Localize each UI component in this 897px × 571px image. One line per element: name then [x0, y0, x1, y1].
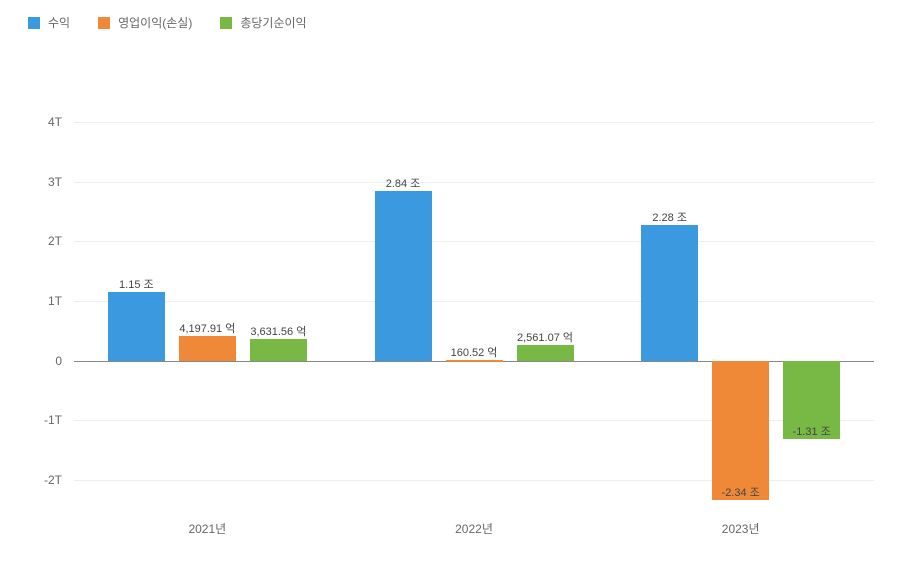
x-axis-label: 2023년	[722, 520, 760, 537]
legend-swatch-1	[98, 17, 110, 29]
bar-label: 2,561.07 억	[517, 329, 573, 345]
legend: 수익 영업이익(손실) 총당기순이익	[28, 14, 307, 31]
legend-swatch-0	[28, 17, 40, 29]
gridline	[74, 122, 874, 123]
bar[interactable]	[250, 339, 307, 361]
y-axis-label: -2T	[44, 473, 62, 487]
y-axis: 4T 3T 2T 1T 0 -1T -2T	[0, 110, 68, 510]
legend-item-0[interactable]: 수익	[28, 14, 70, 31]
bar-label: 2.84 조	[386, 175, 421, 191]
plot-area: 1.15 조 4,197.91 억 3,631.56 억 2.84 조 160.52 억…	[74, 110, 874, 510]
bar[interactable]	[108, 292, 165, 361]
bar-label: 2.28 조	[652, 209, 687, 225]
bar[interactable]	[641, 225, 698, 361]
bar[interactable]	[179, 336, 236, 361]
bar-label: -1.31 조	[793, 423, 831, 439]
x-axis-label: 2021년	[188, 520, 226, 537]
legend-item-2[interactable]: 총당기순이익	[220, 14, 306, 31]
x-axis-label: 2022년	[455, 520, 493, 537]
legend-swatch-2	[220, 17, 232, 29]
bar[interactable]	[375, 191, 432, 361]
x-axis: 2021년 2022년 2023년	[74, 520, 874, 540]
legend-label-1: 영업이익(손실)	[118, 14, 192, 31]
bar-label: 1.15 조	[119, 276, 154, 292]
bar[interactable]	[517, 345, 574, 360]
bar-label: 4,197.91 억	[179, 320, 235, 336]
legend-label-2: 총당기순이익	[240, 14, 306, 31]
y-axis-label: 2T	[48, 234, 62, 248]
legend-label-0: 수익	[48, 14, 70, 31]
bar[interactable]	[712, 361, 769, 501]
y-axis-label: 4T	[48, 115, 62, 129]
y-axis-label: -1T	[44, 413, 62, 427]
bar-label: -2.34 조	[722, 484, 760, 500]
gridline	[74, 182, 874, 183]
bar[interactable]	[446, 360, 503, 362]
gridline	[74, 241, 874, 242]
y-axis-label: 3T	[48, 175, 62, 189]
chart-container: 수익 영업이익(손실) 총당기순이익 4T 3T 2T 1T 0 -1T -2T 1.15 …	[0, 0, 897, 571]
y-axis-label: 1T	[48, 294, 62, 308]
y-axis-label: 0	[55, 354, 62, 368]
bar-label: 3,631.56 억	[250, 323, 306, 339]
gridline	[74, 301, 874, 302]
bar-label: 160.52 억	[451, 344, 498, 360]
legend-item-1[interactable]: 영업이익(손실)	[98, 14, 192, 31]
